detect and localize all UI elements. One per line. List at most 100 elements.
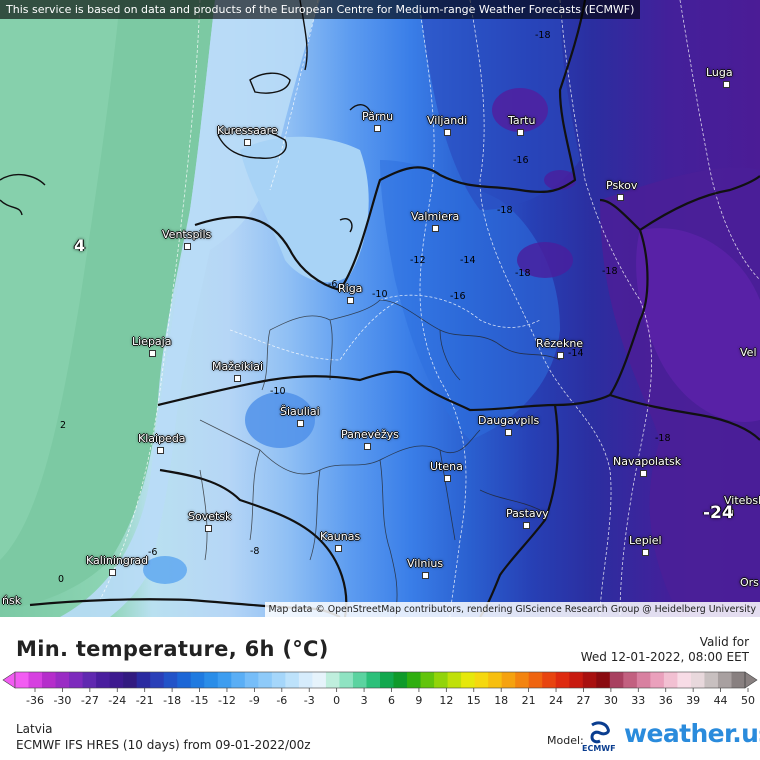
scale-swatch [244, 672, 259, 688]
scale-tick-label: 36 [659, 694, 673, 707]
scale-swatch [690, 672, 705, 688]
city-label: Vitebsk [724, 494, 760, 507]
scale-swatch [231, 672, 246, 688]
city-label: Pskov [606, 179, 638, 192]
scale-tick-label: 21 [522, 694, 536, 707]
contour-label: -18 [497, 205, 513, 216]
city-label: Viljandi [427, 114, 468, 127]
city-label: Mažeikiai [212, 360, 264, 373]
city-label: Lepiel [629, 534, 662, 547]
scale-swatch [663, 672, 678, 688]
scale-tick-label: 6 [388, 694, 395, 707]
osm-attribution[interactable]: Map data © OpenStreetMap contributors, r… [264, 602, 760, 617]
contour-label: -16 [450, 291, 466, 302]
scale-swatch [731, 672, 746, 688]
scale-swatch [123, 672, 138, 688]
city-label: Rēzekne [536, 337, 584, 350]
temperature-field [0, 0, 760, 617]
city-label: Daugavpils [478, 414, 540, 427]
scale-tick-label: -6 [276, 694, 287, 707]
contour-label: -6 [328, 279, 338, 290]
valid-time: Wed 12-01-2022, 08:00 EET [580, 650, 749, 664]
scale-tick-label: 0 [333, 694, 340, 707]
contour-label: -6 [148, 547, 158, 558]
scale-swatch [96, 672, 111, 688]
scale-tick-label: 12 [439, 694, 453, 707]
city-label: Šiauliai [280, 405, 320, 418]
max-value-label: 4 [74, 236, 86, 255]
scale-swatch [393, 672, 408, 688]
scale-tick-label: 27 [576, 694, 590, 707]
scale-swatch [582, 672, 597, 688]
scale-swatch [285, 672, 300, 688]
scale-swatch [420, 672, 435, 688]
scale-tick-label: 9 [415, 694, 422, 707]
city-label: ńsk [2, 594, 22, 607]
contour-label: -18 [515, 268, 531, 279]
scale-arrow-left [2, 671, 16, 689]
city-label: Kuressaare [217, 124, 278, 137]
ecmwf-logo-icon: ECMWF [582, 721, 616, 753]
scale-swatch [177, 672, 192, 688]
scale-swatch [515, 672, 530, 688]
scale-swatch [190, 672, 205, 688]
contour-label: -14 [460, 255, 476, 266]
contour-label: -10 [372, 289, 388, 300]
contour-label: -18 [602, 266, 618, 277]
scale-swatch [69, 672, 84, 688]
scale-swatch [717, 672, 732, 688]
contour-label: 2 [60, 420, 67, 431]
contour-label: -8 [250, 546, 260, 557]
scale-tick-label: -30 [53, 694, 71, 707]
weather-map[interactable]: This service is based on data and produc… [0, 0, 760, 617]
scale-tick-label: 50 [741, 694, 755, 707]
city-label: Vel [740, 346, 757, 359]
city-label: Luga [706, 66, 733, 79]
scale-swatch [352, 672, 367, 688]
scale-swatch [55, 672, 70, 688]
brand-logo[interactable]: weather.us [624, 719, 760, 748]
min-value-label: -24 [703, 503, 734, 523]
scale-tick-label: -12 [218, 694, 236, 707]
city-label: Sovetsk [188, 510, 232, 523]
city-label: Ventspils [162, 228, 212, 241]
scale-swatch [366, 672, 381, 688]
contour-label: 0 [58, 574, 65, 585]
scale-swatch [217, 672, 232, 688]
scale-swatch [82, 672, 97, 688]
city-label: Klaipeda [138, 432, 186, 445]
scale-tick-label: 15 [467, 694, 481, 707]
contour-label: -12 [410, 255, 426, 266]
scale-tick-label: 24 [549, 694, 563, 707]
city-label: Pärnu [362, 110, 394, 123]
scale-border [14, 671, 746, 689]
scale-swatch [623, 672, 638, 688]
city-label: Pastavy [506, 507, 549, 520]
scale-swatch [461, 672, 476, 688]
scale-tick-label: 30 [604, 694, 618, 707]
scale-swatch [339, 672, 354, 688]
city-label: Utena [430, 460, 463, 473]
scale-tick-label: -3 [304, 694, 315, 707]
scale-swatch [528, 672, 543, 688]
scale-tick-label: 3 [361, 694, 368, 707]
city-label: Navapolatsk [613, 455, 682, 468]
scale-swatch [569, 672, 584, 688]
scale-tick-label: -21 [136, 694, 154, 707]
scale-swatch [488, 672, 503, 688]
region-name: Latvia [16, 722, 53, 736]
scale-swatch [298, 672, 313, 688]
scale-tick-label: -36 [26, 694, 44, 707]
city-label: Kaunas [320, 530, 361, 543]
scale-swatch [704, 672, 719, 688]
scale-swatch [28, 672, 43, 688]
scale-swatch [474, 672, 489, 688]
scale-swatch [325, 672, 340, 688]
color-scale: -36 -30 -27 -24 -21 -18 -15 -12 -9 -6 -3 0 3 6 9 12 15 18… [2, 671, 758, 707]
contour-label: -18 [535, 30, 551, 41]
city-label: Ors [740, 576, 759, 589]
ecmwf-attribution: This service is based on data and produc… [0, 0, 641, 19]
contour-label: -16 [513, 155, 529, 166]
scale-swatch [150, 672, 165, 688]
map-title: Min. temperature, 6h (°C) [16, 637, 329, 661]
